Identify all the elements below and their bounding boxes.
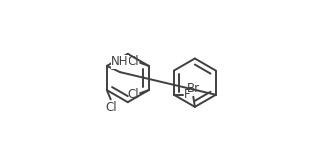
- Text: Br: Br: [187, 82, 200, 95]
- Text: F: F: [184, 88, 191, 101]
- Text: Cl: Cl: [128, 88, 139, 101]
- Text: Cl: Cl: [128, 55, 139, 68]
- Text: Cl: Cl: [105, 101, 117, 114]
- Text: NH: NH: [111, 55, 129, 68]
